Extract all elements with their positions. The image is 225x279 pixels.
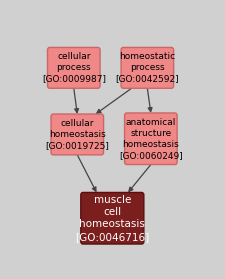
Text: anatomical
structure
homeostasis
[GO:0060249]: anatomical structure homeostasis [GO:006… [118,117,182,160]
FancyBboxPatch shape [47,47,100,88]
Text: cellular
homeostasis
[GO:0019725]: cellular homeostasis [GO:0019725] [45,119,109,150]
FancyBboxPatch shape [51,114,103,155]
FancyBboxPatch shape [124,113,176,165]
FancyBboxPatch shape [121,47,173,88]
Text: cellular
process
[GO:0009987]: cellular process [GO:0009987] [42,52,105,83]
FancyBboxPatch shape [81,193,143,244]
Text: homeostatic
process
[GO:0042592]: homeostatic process [GO:0042592] [115,52,178,83]
Text: muscle
cell
homeostasis
[GO:0046716]: muscle cell homeostasis [GO:0046716] [75,195,149,242]
